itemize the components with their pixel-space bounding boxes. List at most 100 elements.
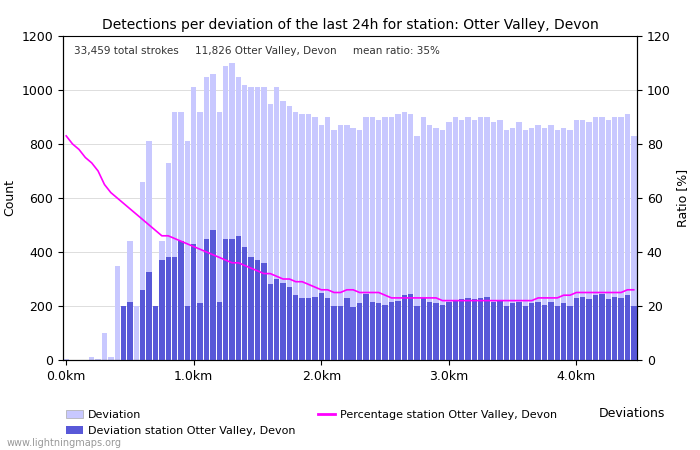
Bar bbox=[408, 114, 413, 360]
Bar bbox=[536, 125, 541, 360]
Bar bbox=[440, 130, 445, 360]
Bar bbox=[567, 130, 573, 360]
Bar bbox=[165, 163, 171, 360]
Bar bbox=[517, 122, 522, 360]
Text: 33,459 total strokes     11,826 Otter Valley, Devon     mean ratio: 35%: 33,459 total strokes 11,826 Otter Valley… bbox=[74, 46, 440, 56]
Bar bbox=[331, 306, 337, 360]
Bar bbox=[185, 141, 190, 360]
Bar bbox=[287, 106, 292, 360]
Bar bbox=[542, 305, 547, 360]
Bar bbox=[587, 122, 592, 360]
Bar bbox=[593, 117, 598, 360]
Bar bbox=[484, 297, 490, 360]
Bar bbox=[204, 238, 209, 360]
Bar bbox=[121, 306, 126, 360]
Bar bbox=[472, 120, 477, 360]
Bar bbox=[267, 284, 273, 360]
Bar bbox=[370, 117, 375, 360]
Bar bbox=[580, 120, 585, 360]
Bar bbox=[344, 125, 349, 360]
Bar bbox=[95, 359, 101, 360]
Bar bbox=[318, 292, 324, 360]
Bar bbox=[287, 287, 292, 360]
Bar bbox=[274, 87, 279, 360]
Bar bbox=[446, 302, 452, 360]
Bar bbox=[408, 294, 413, 360]
Bar bbox=[503, 130, 509, 360]
Bar bbox=[363, 294, 369, 360]
Bar bbox=[510, 128, 515, 360]
Bar bbox=[427, 125, 433, 360]
Bar bbox=[574, 120, 579, 360]
Bar bbox=[536, 302, 541, 360]
Bar bbox=[523, 306, 528, 360]
Bar bbox=[491, 302, 496, 360]
Bar bbox=[561, 303, 566, 360]
Bar bbox=[223, 238, 228, 360]
Bar bbox=[210, 74, 216, 360]
Bar bbox=[466, 298, 470, 360]
Bar bbox=[146, 141, 152, 360]
Bar bbox=[599, 294, 605, 360]
Bar bbox=[159, 241, 164, 360]
Bar bbox=[459, 120, 464, 360]
Bar bbox=[306, 298, 312, 360]
Bar bbox=[127, 241, 133, 360]
Bar bbox=[255, 260, 260, 360]
Bar bbox=[191, 87, 197, 360]
Bar bbox=[376, 120, 382, 360]
Bar bbox=[529, 303, 535, 360]
Bar bbox=[89, 357, 95, 360]
Bar bbox=[197, 303, 203, 360]
Bar bbox=[159, 260, 164, 360]
Bar bbox=[612, 297, 617, 360]
Bar bbox=[325, 298, 330, 360]
Bar bbox=[561, 128, 566, 360]
Bar bbox=[624, 295, 630, 360]
Bar bbox=[267, 104, 273, 360]
Bar bbox=[472, 299, 477, 360]
Bar bbox=[261, 87, 267, 360]
Bar bbox=[255, 87, 260, 360]
Bar bbox=[567, 306, 573, 360]
Bar bbox=[153, 306, 158, 360]
Bar bbox=[165, 257, 171, 360]
Bar bbox=[599, 117, 605, 360]
Bar bbox=[606, 299, 611, 360]
Bar bbox=[370, 302, 375, 360]
Bar bbox=[497, 120, 503, 360]
Bar bbox=[300, 298, 305, 360]
Bar bbox=[172, 257, 177, 360]
Bar bbox=[618, 298, 624, 360]
Bar bbox=[248, 257, 254, 360]
Bar bbox=[452, 117, 458, 360]
Bar bbox=[140, 182, 146, 360]
Bar bbox=[631, 136, 636, 360]
Bar bbox=[389, 117, 394, 360]
Bar bbox=[466, 117, 470, 360]
Legend: Deviation, Deviation station Otter Valley, Devon, Percentage station Otter Valle: Deviation, Deviation station Otter Valle… bbox=[62, 405, 561, 440]
Bar bbox=[312, 297, 318, 360]
Bar bbox=[210, 230, 216, 360]
Bar bbox=[230, 63, 235, 360]
Bar bbox=[223, 66, 228, 360]
Bar bbox=[554, 130, 560, 360]
Bar bbox=[191, 244, 197, 360]
Title: Detections per deviation of the last 24h for station: Otter Valley, Devon: Detections per deviation of the last 24h… bbox=[102, 18, 598, 32]
Bar bbox=[542, 128, 547, 360]
Bar bbox=[580, 297, 585, 360]
Bar bbox=[593, 295, 598, 360]
Bar bbox=[293, 112, 298, 360]
Bar bbox=[497, 301, 503, 360]
Bar bbox=[331, 130, 337, 360]
Bar bbox=[216, 302, 222, 360]
Bar bbox=[574, 298, 579, 360]
Bar bbox=[529, 128, 535, 360]
Bar bbox=[140, 290, 146, 360]
Bar bbox=[204, 76, 209, 360]
Bar bbox=[363, 117, 369, 360]
Bar bbox=[478, 298, 484, 360]
Bar bbox=[421, 298, 426, 360]
Bar bbox=[612, 117, 617, 360]
Bar bbox=[236, 76, 241, 360]
